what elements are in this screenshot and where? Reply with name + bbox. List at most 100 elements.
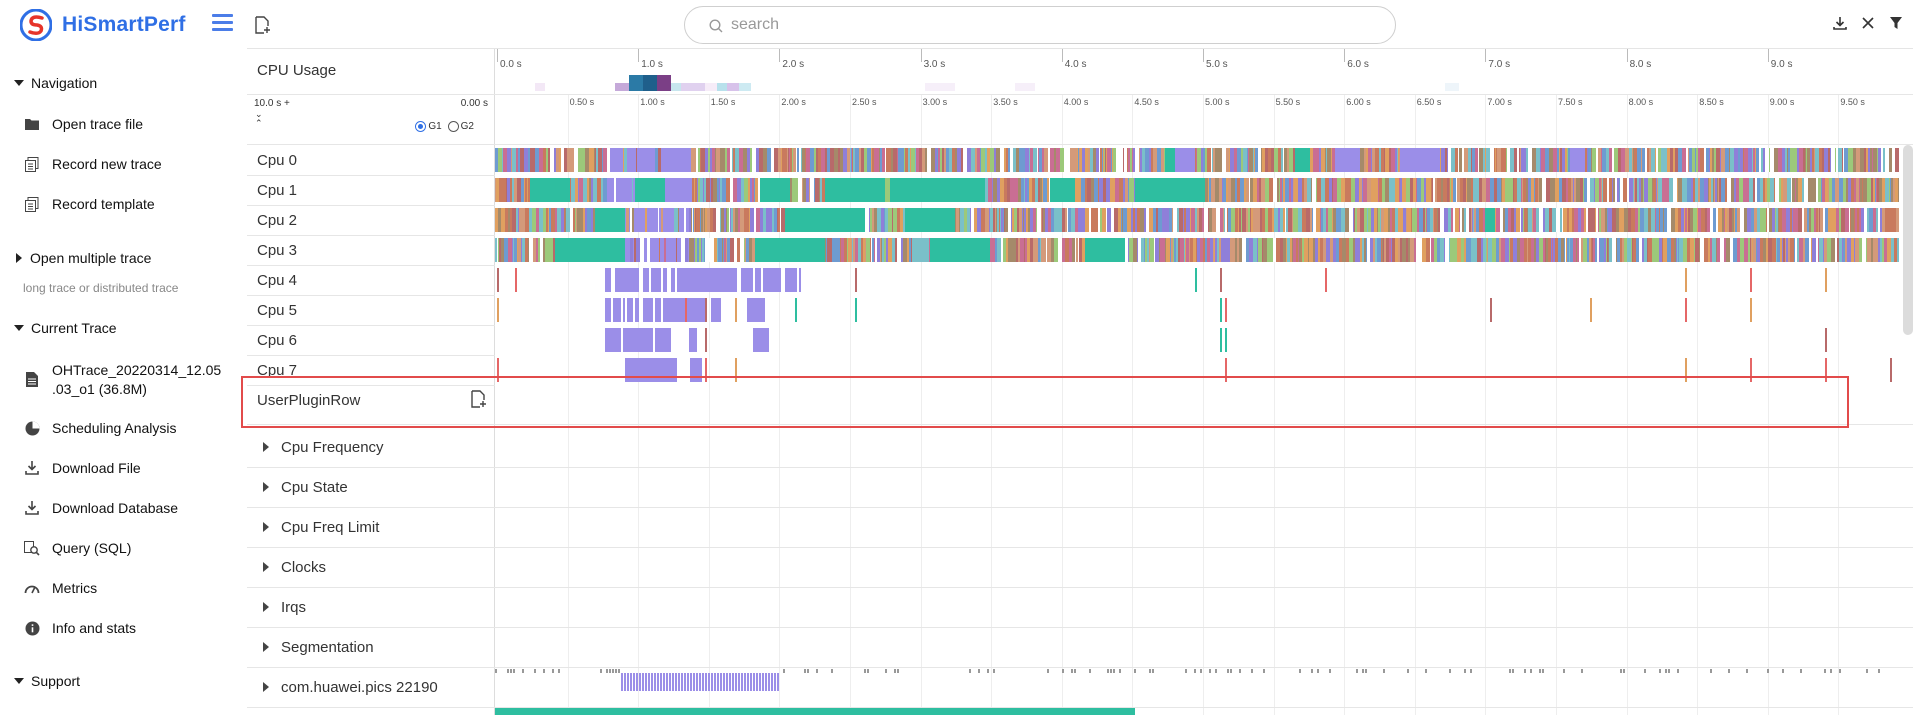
download-icon[interactable] [1833, 16, 1847, 30]
radio-g1[interactable]: G1 [415, 121, 442, 132]
cpu-slice [1381, 238, 1382, 262]
expand-collapse-icon[interactable]: ⌄ ⌃ [255, 109, 263, 128]
cpu-track[interactable] [495, 355, 1899, 385]
thread-mark [773, 707, 775, 715]
cpu-slice [818, 148, 821, 172]
sidebar-item-download-file[interactable]: Download File [24, 460, 141, 476]
close-icon[interactable] [1861, 16, 1875, 30]
sidebar-item-record-new-trace[interactable]: Record new trace [24, 156, 162, 172]
cpu-slice [497, 268, 499, 292]
cpu-slice [1100, 208, 1102, 232]
cpu-slice [826, 238, 827, 262]
nav-section-navigation[interactable]: Navigation [14, 75, 97, 91]
cpu-slice [1730, 238, 1733, 262]
cpu-slice [1193, 238, 1196, 262]
cpu-track[interactable] [495, 325, 1899, 355]
process-track[interactable] [495, 667, 1899, 715]
vertical-scrollbar[interactable] [1903, 145, 1913, 335]
process-mark [1668, 669, 1670, 673]
cpu-slice [647, 238, 650, 262]
cpu-track[interactable] [495, 175, 1899, 205]
thread-mark [1017, 707, 1019, 715]
cpu-track[interactable] [495, 205, 1899, 235]
cpu-slice [1298, 208, 1302, 232]
cpu-track[interactable] [495, 295, 1899, 325]
grid-line [638, 95, 640, 715]
cpu-usage-label: CPU Usage [257, 62, 337, 79]
cpu-slice [946, 148, 949, 172]
cpu-slice [1636, 238, 1639, 262]
cpu-slice [637, 148, 638, 172]
group-row[interactable]: Cpu Freq Limit [247, 507, 495, 547]
search-box[interactable] [684, 6, 1396, 44]
row-divider [247, 467, 1913, 468]
cpu-slice [1212, 148, 1213, 172]
cpu-slice [1473, 208, 1474, 232]
cpu-slice [1740, 238, 1744, 262]
cpu-slice [1283, 238, 1286, 262]
cpu-slice [543, 208, 546, 232]
cpu-slice [1687, 238, 1690, 262]
usage-block [1445, 83, 1459, 91]
cpu-usage-track[interactable] [495, 75, 1899, 91]
cpu-slice [720, 208, 721, 232]
cpu-slice [1835, 178, 1839, 202]
cpu-track[interactable] [495, 145, 1899, 175]
filter-icon[interactable] [1889, 16, 1903, 30]
process-mark [1356, 669, 1358, 673]
nav-section-label: Current Trace [31, 320, 117, 336]
cpu-track[interactable] [495, 265, 1899, 295]
cpu-slice [1406, 208, 1407, 232]
cpu-slice [688, 238, 689, 262]
cpu-slice [1137, 238, 1138, 262]
plugin-file-icon[interactable] [471, 390, 487, 408]
sidebar-item-query-sql[interactable]: Query (SQL) [24, 540, 131, 556]
cpu-slice [1818, 208, 1819, 232]
sidebar-item-download-database[interactable]: Download Database [24, 500, 178, 516]
search-input[interactable] [731, 15, 1371, 35]
cpu-slice [1836, 208, 1839, 232]
cpu-slice [1253, 208, 1256, 232]
group-row[interactable]: Irqs [247, 587, 495, 627]
nav-section-support[interactable]: Support [14, 673, 80, 689]
cpu-slice [672, 238, 676, 262]
group-row[interactable]: Cpu Frequency [247, 427, 495, 467]
sidebar-item-open-trace-file[interactable]: Open trace file [24, 116, 143, 132]
sidebar-item-scheduling-analysis[interactable]: Scheduling Analysis [24, 420, 177, 436]
cpu-slice [1869, 208, 1873, 232]
menu-toggle-icon[interactable] [212, 14, 233, 32]
group-row[interactable]: Cpu State [247, 467, 495, 507]
sidebar-item-record-template[interactable]: Record template [24, 196, 155, 212]
import-file-icon[interactable] [255, 16, 271, 39]
cpu-slice [1073, 238, 1075, 262]
cpu-track[interactable] [495, 235, 1899, 265]
sidebar-item-trace-file[interactable]: OHTrace_20220314_12.05.03_o1 (36.8M) [24, 361, 221, 399]
nav-section-current-trace[interactable]: Current Trace [14, 320, 117, 336]
cpu-slice [952, 148, 955, 172]
cpu-slice [799, 268, 801, 292]
cpu-slice [730, 208, 731, 232]
cpu-slice [1153, 148, 1157, 172]
cpu-slice [1398, 148, 1399, 172]
cpu-slice [1601, 208, 1605, 232]
sidebar-item-info-and-stats[interactable]: Info and stats [24, 620, 136, 636]
cpu-slice [1364, 148, 1366, 172]
cpu-slice [1729, 208, 1732, 232]
group-row[interactable]: Segmentation [247, 627, 495, 667]
cpu-slice [1451, 208, 1453, 232]
thread-mark [507, 707, 509, 715]
sidebar-item-metrics[interactable]: Metrics [24, 580, 97, 596]
group-row[interactable]: Clocks [247, 547, 495, 587]
cpu-slice [731, 208, 733, 232]
thread-mark [537, 707, 539, 715]
radio-g2[interactable]: G2 [447, 121, 474, 132]
thread-mark [861, 707, 863, 715]
radio-g2-label: G2 [460, 121, 474, 132]
group-row[interactable]: com.huawei.pics 22190 [247, 667, 495, 707]
cpu-slice [1110, 178, 1111, 202]
cpu-slice [1735, 208, 1737, 232]
cpu-slice [1196, 148, 1197, 172]
cpu-slice [1568, 148, 1571, 172]
cpu-slice [1166, 238, 1170, 262]
nav-section-open-multiple-trace[interactable]: Open multiple trace [14, 250, 151, 266]
